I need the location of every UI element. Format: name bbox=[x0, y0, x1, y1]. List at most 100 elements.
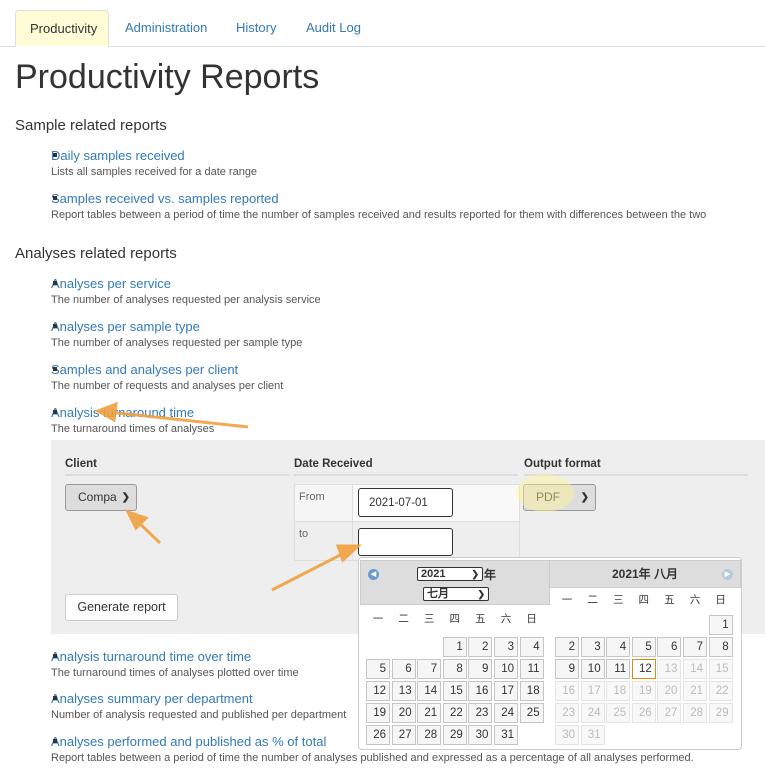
calendar-day[interactable]: 7 bbox=[683, 637, 707, 657]
month-select[interactable]: 七月 ❯ bbox=[423, 587, 489, 601]
report-list-item: Analyses per service The number of analys… bbox=[51, 275, 321, 308]
report-description: Report tables between a period of time t… bbox=[51, 209, 707, 221]
calendar-day[interactable]: 17 bbox=[494, 681, 518, 701]
calendar-day[interactable]: 12 bbox=[366, 681, 390, 701]
calendar-day[interactable]: 14 bbox=[417, 681, 442, 701]
calendar-day[interactable]: 6 bbox=[657, 637, 682, 657]
report-link[interactable]: Analyses per service bbox=[51, 276, 171, 291]
generate-report-button[interactable]: Generate report bbox=[65, 594, 178, 621]
calendar-day[interactable]: 9 bbox=[468, 659, 493, 679]
calendar-day: 21 bbox=[683, 681, 707, 701]
calendar-day[interactable]: 2 bbox=[555, 637, 579, 657]
report-list-item: Analyses per sample type The number of an… bbox=[51, 318, 302, 351]
tab-history[interactable]: History bbox=[236, 20, 277, 35]
output-format-header: Output format bbox=[524, 458, 748, 476]
tab-audit-log[interactable]: Audit Log bbox=[306, 20, 361, 35]
report-link[interactable]: Analysis turnaround time over time bbox=[51, 649, 252, 664]
calendar-day[interactable]: 8 bbox=[442, 659, 467, 679]
report-list-item: Daily samples received Lists all samples … bbox=[51, 147, 257, 180]
calendar-day[interactable]: 6 bbox=[391, 659, 416, 679]
calendar-day: 13 bbox=[657, 659, 682, 679]
calendar-day[interactable]: 28 bbox=[417, 725, 442, 745]
tab-administration[interactable]: Administration bbox=[125, 20, 208, 35]
chevron-down-icon: ❯ bbox=[121, 492, 130, 503]
calendar-day[interactable]: 3 bbox=[580, 637, 605, 657]
calendar-day[interactable]: 27 bbox=[391, 725, 416, 745]
circle-arrow-left-icon[interactable]: ◀ bbox=[368, 569, 379, 580]
calendar-day[interactable]: 26 bbox=[366, 725, 390, 745]
calendar-day[interactable]: 1 bbox=[708, 615, 733, 635]
weekday-label: 五 bbox=[664, 594, 675, 606]
calendar-day: 15 bbox=[708, 659, 733, 679]
calendar-day[interactable]: 9 bbox=[555, 659, 579, 679]
calendar-day: 25 bbox=[606, 703, 631, 723]
calendar-day[interactable]: 2 bbox=[468, 637, 493, 657]
calendar-day[interactable]: 13 bbox=[391, 681, 416, 701]
output-format-select[interactable]: PDF ❯ bbox=[523, 484, 596, 511]
calendar-day[interactable]: 19 bbox=[366, 703, 390, 723]
calendar-day[interactable]: 11 bbox=[606, 659, 631, 679]
month-select-value: 七月 bbox=[427, 588, 449, 600]
weekday-label: 三 bbox=[423, 613, 435, 625]
client-select-value: Compa bbox=[78, 490, 117, 504]
report-list-item: Analyses summary per department Number of… bbox=[51, 690, 346, 723]
report-link[interactable]: Daily samples received bbox=[51, 148, 185, 163]
calendar-day: 28 bbox=[683, 703, 707, 723]
calendar-day: 24 bbox=[580, 703, 605, 723]
report-description: Number of analysis requested and publish… bbox=[51, 709, 347, 721]
weekday-label: 五 bbox=[475, 613, 486, 625]
chevron-down-icon: ❯ bbox=[471, 569, 479, 579]
report-list-item: Samples received vs. samples reported Rep… bbox=[51, 190, 706, 223]
report-list-item: Analysis turnaround time over time The tu… bbox=[51, 648, 299, 681]
section-heading: Sample related reports bbox=[15, 117, 167, 134]
arrowhead-icon bbox=[94, 401, 118, 423]
report-description: The turnaround times of analyses bbox=[51, 423, 215, 435]
date-to-input[interactable] bbox=[358, 528, 453, 556]
calendar-day[interactable]: 18 bbox=[519, 681, 544, 701]
chevron-down-icon: ❯ bbox=[580, 492, 589, 503]
calendar-day[interactable]: 12 bbox=[631, 659, 656, 679]
calendar-day[interactable]: 5 bbox=[631, 637, 656, 657]
calendar-day[interactable]: 4 bbox=[606, 637, 631, 657]
calendar-day[interactable]: 3 bbox=[494, 637, 518, 657]
year-select[interactable]: 2021 ❯ bbox=[417, 567, 483, 581]
click-highlight bbox=[516, 474, 574, 512]
report-link[interactable]: Samples and analyses per client bbox=[51, 362, 239, 377]
calendar-day[interactable]: 5 bbox=[366, 659, 390, 679]
calendar-day[interactable]: 31 bbox=[494, 725, 518, 745]
calendar-day: 18 bbox=[606, 681, 631, 701]
calendar-day[interactable]: 23 bbox=[468, 703, 493, 723]
calendar-day: 26 bbox=[631, 703, 656, 723]
report-link[interactable]: Analyses per sample type bbox=[51, 319, 200, 334]
report-link[interactable]: Analyses performed and published as % of… bbox=[51, 734, 327, 749]
calendar-day[interactable]: 29 bbox=[442, 725, 467, 745]
calendar-day[interactable]: 21 bbox=[417, 703, 442, 723]
report-link[interactable]: Analyses summary per department bbox=[51, 691, 253, 706]
calendar-day[interactable]: 11 bbox=[519, 659, 544, 679]
client-select[interactable]: Compa ❯ bbox=[65, 484, 137, 511]
arrow-icon bbox=[107, 410, 249, 429]
calendar-day[interactable]: 16 bbox=[468, 681, 493, 701]
calendar-day: 31 bbox=[580, 725, 605, 745]
calendar-day[interactable]: 10 bbox=[580, 659, 605, 679]
calendar-day[interactable]: 1 bbox=[442, 637, 467, 657]
tab-productivity[interactable]: Productivity bbox=[15, 10, 109, 47]
report-link[interactable]: Samples received vs. samples reported bbox=[51, 191, 279, 206]
calendar-day[interactable]: 20 bbox=[391, 703, 416, 723]
calendar-day[interactable]: 25 bbox=[519, 703, 544, 723]
calendar-day[interactable]: 4 bbox=[519, 637, 544, 657]
year-select-value: 2021 bbox=[421, 568, 446, 580]
weekday-label: 六 bbox=[500, 613, 512, 625]
calendar-day[interactable]: 15 bbox=[442, 681, 467, 701]
calendar-day[interactable]: 10 bbox=[494, 659, 518, 679]
weekday-label: 一 bbox=[561, 594, 573, 606]
calendar-day[interactable]: 30 bbox=[468, 725, 493, 745]
circle-arrow-right-icon[interactable]: ▶ bbox=[722, 569, 733, 580]
calendar-day[interactable]: 8 bbox=[708, 637, 733, 657]
calendar-day[interactable]: 24 bbox=[494, 703, 518, 723]
calendar-day[interactable]: 7 bbox=[417, 659, 442, 679]
bullet-icon bbox=[53, 739, 57, 743]
calendar-day[interactable]: 22 bbox=[442, 703, 467, 723]
date-from-input[interactable]: 2021-07-01 bbox=[358, 488, 453, 517]
